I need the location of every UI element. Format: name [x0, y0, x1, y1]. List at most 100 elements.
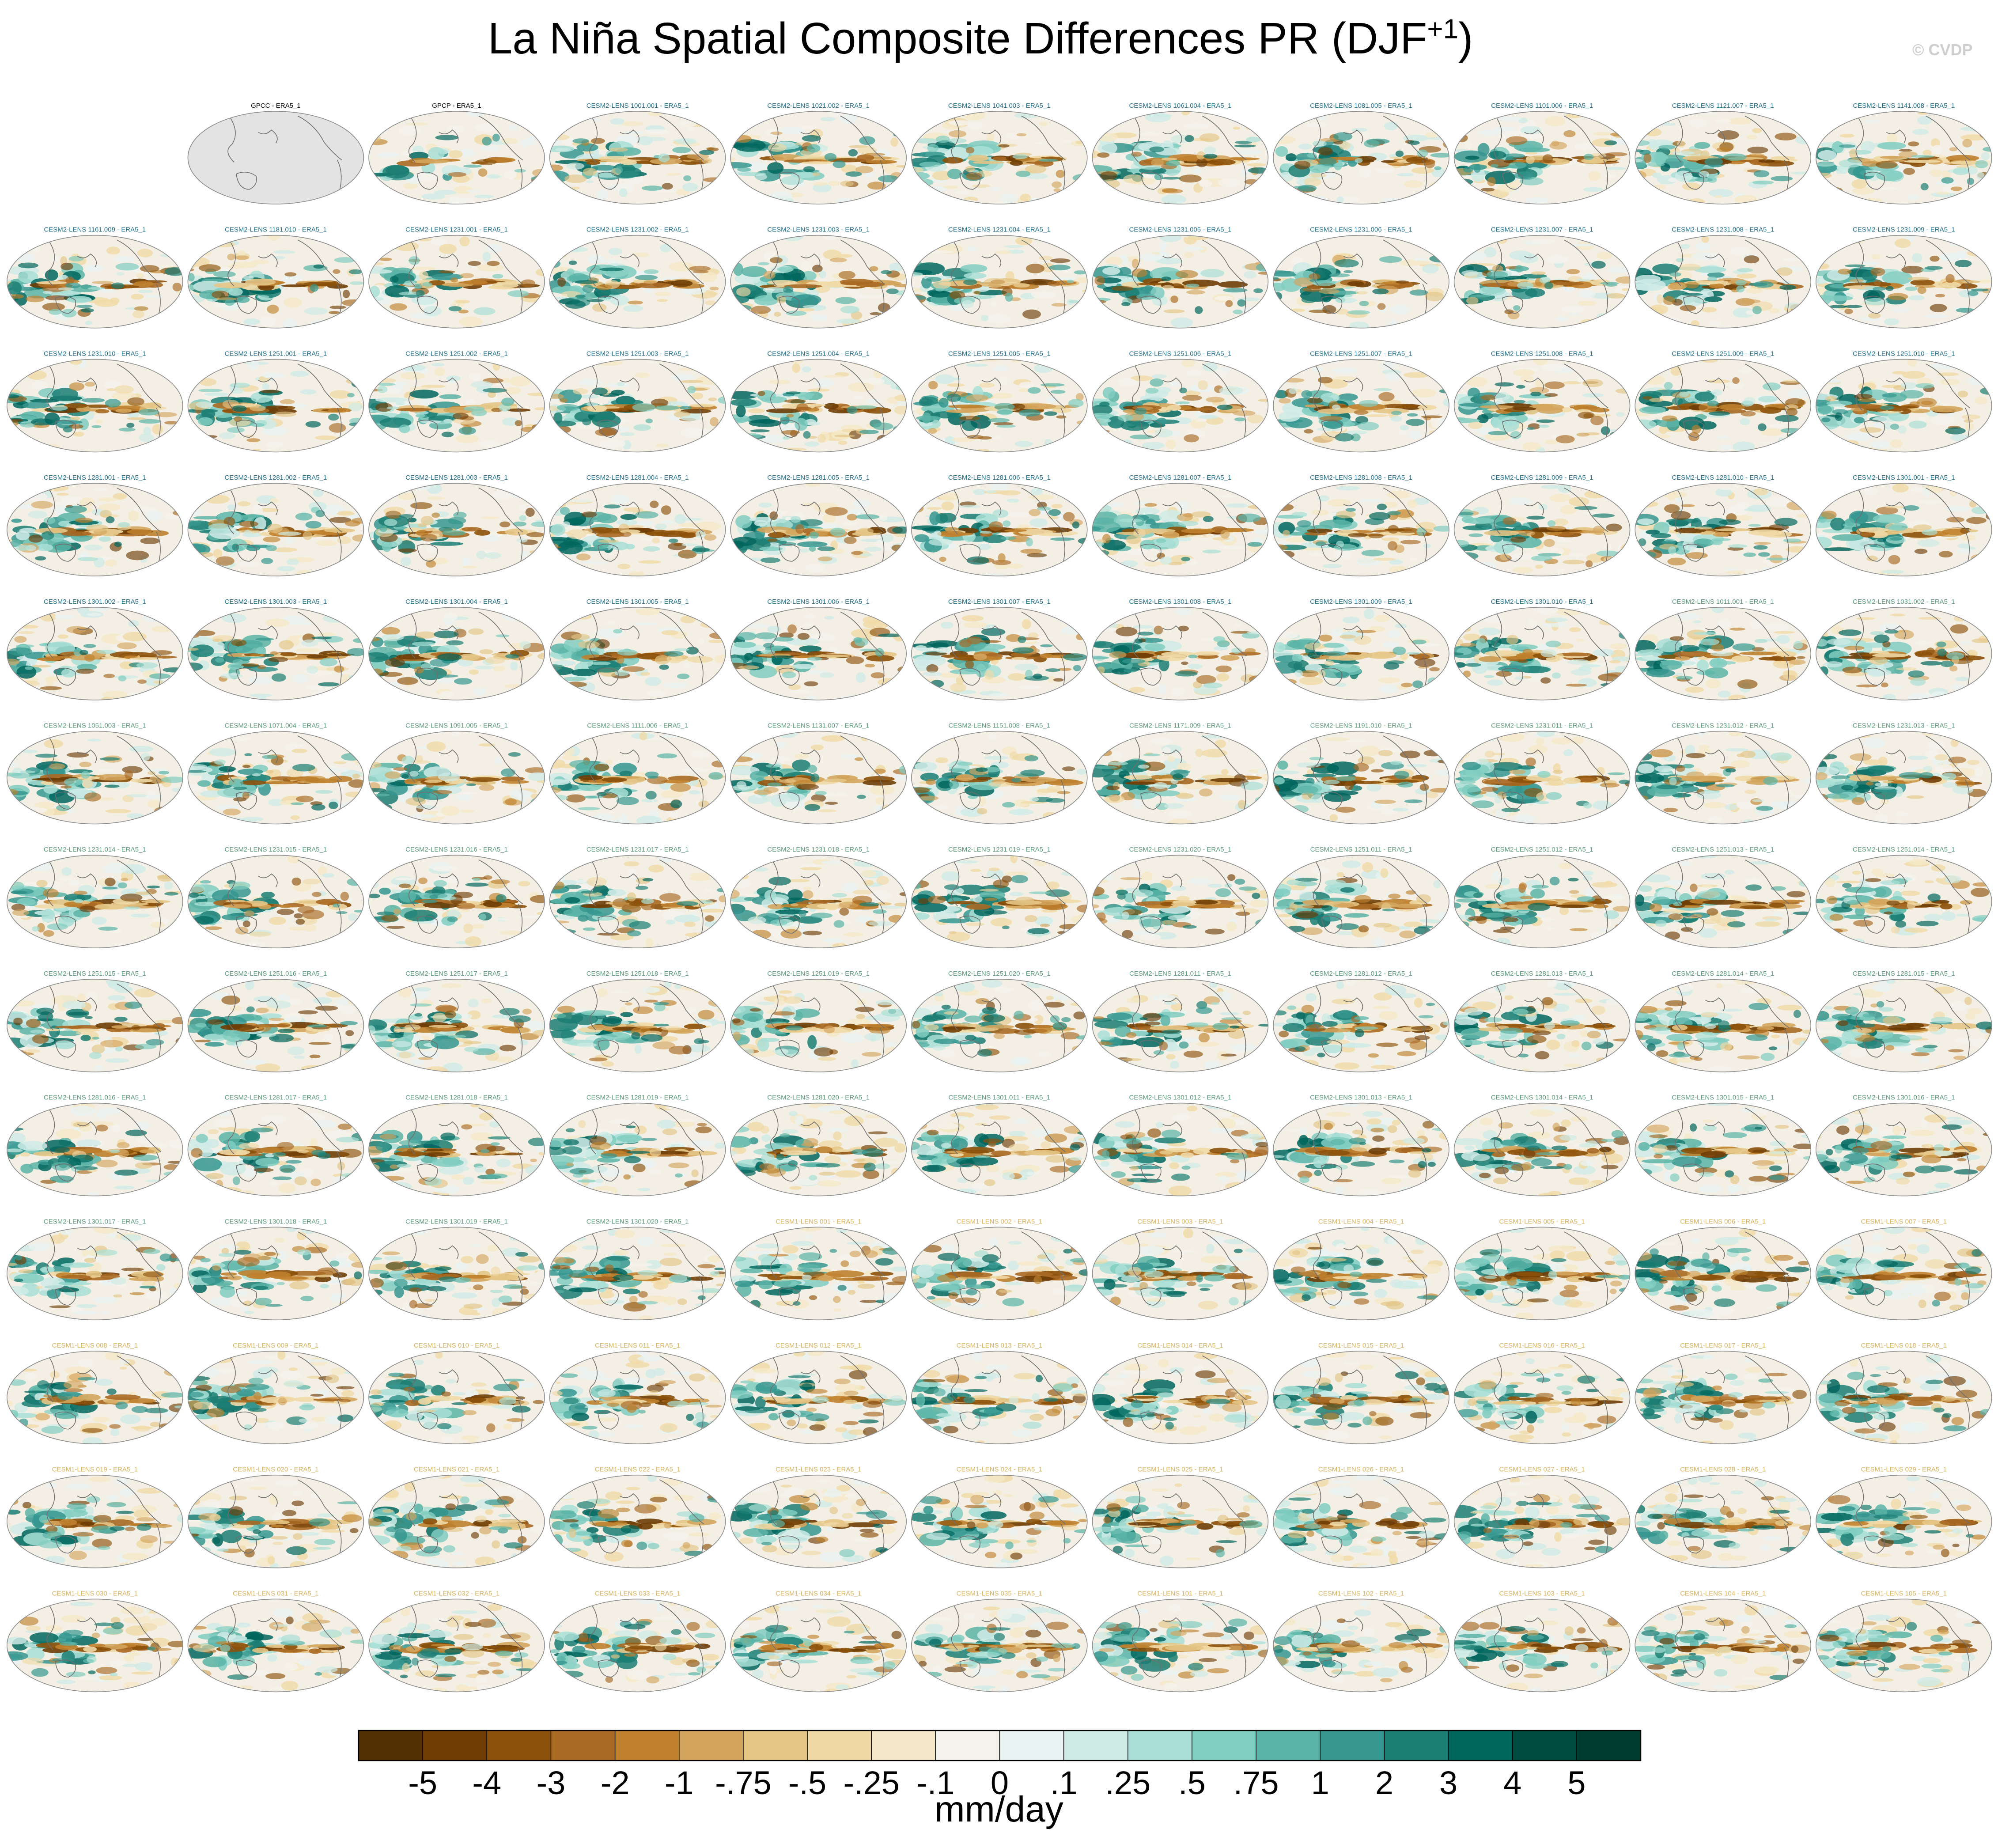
coastline: [478, 611, 523, 656]
map-panel-label: CESM2-LENS 1281.007 - ERA5_1: [1129, 474, 1232, 481]
coastline: [235, 1411, 257, 1430]
map-panel-label: CESM1-LENS 023 - ERA5_1: [776, 1466, 861, 1473]
coastline: [1926, 1603, 1971, 1648]
coastline: [778, 171, 800, 190]
coastline: [981, 1245, 1002, 1259]
coastline: [959, 1411, 980, 1430]
map-border: [1092, 1598, 1269, 1693]
coastline: [1563, 487, 1608, 533]
coastline: [156, 1647, 161, 1679]
map-panel: CESM2-LENS 1251.016 - ERA5_1: [187, 970, 364, 1072]
map-panel: CESM2-LENS 1281.013 - ERA5_1: [1453, 970, 1631, 1072]
map-border: [549, 731, 726, 825]
map-panel-label: CESM2-LENS 1231.009 - ERA5_1: [1853, 226, 1955, 234]
coastline: [620, 625, 640, 640]
coastline: [1965, 408, 1970, 439]
map-panel: CESM1-LENS 010 - ERA5_1: [368, 1342, 545, 1444]
map-panel-label: CESM2-LENS 1301.018 - ERA5_1: [225, 1218, 327, 1225]
coastline: [297, 611, 342, 656]
coastline: [46, 1105, 55, 1155]
coastline: [1383, 1231, 1428, 1276]
map-panel-label: CESM2-LENS 1011.001 - ERA5_1: [1672, 598, 1774, 606]
coastline: [1060, 1151, 1065, 1183]
coastline: [981, 1617, 1002, 1632]
coastline: [117, 487, 162, 533]
map-panel-label: CESM2-LENS 1151.008 - ERA5_1: [948, 722, 1050, 730]
map-border: [1092, 607, 1269, 701]
map-panel: CESM1-LENS 023 - ERA5_1: [730, 1466, 907, 1568]
coastline: [1422, 780, 1427, 811]
coastline: [659, 1479, 704, 1524]
map-panel-label: CESM1-LENS 032 - ERA5_1: [414, 1590, 500, 1597]
coastline: [1886, 253, 1906, 268]
coastline: [235, 1039, 257, 1058]
coastline: [1524, 625, 1544, 640]
coastline: [297, 1479, 342, 1524]
map-panel: CESM2-LENS 1061.004 - ERA5_1: [1092, 102, 1269, 204]
map-border: [1092, 1102, 1269, 1197]
coastline: [778, 1039, 800, 1058]
coastline: [598, 1163, 619, 1182]
coastline: [1502, 1535, 1523, 1554]
precip-field: [1273, 1599, 1449, 1688]
coastline: [1383, 364, 1428, 409]
map-border: [1092, 483, 1269, 576]
coastline: [156, 1523, 161, 1555]
map-border: [1092, 235, 1269, 329]
map-panel-label: CESM1-LENS 025 - ERA5_1: [1137, 1466, 1223, 1473]
map-panel-label: CESM1-LENS 101 - ERA5_1: [1137, 1590, 1223, 1597]
map-panel: CESM2-LENS 1281.014 - ERA5_1: [1635, 970, 1811, 1072]
coastline: [950, 857, 960, 907]
coastline: [55, 667, 76, 686]
coastline: [1926, 983, 1971, 1029]
map-panel-label: CESM2-LENS 1231.002 - ERA5_1: [587, 226, 689, 234]
map-border: [911, 235, 1088, 329]
map-panel: CESM2-LENS 1301.018 - ERA5_1: [187, 1218, 364, 1321]
map-panel: CESM1-LENS 105 - ERA5_1: [1815, 1590, 1992, 1693]
precip-field: [369, 1351, 545, 1444]
map-border: [549, 1227, 726, 1321]
coastline: [1705, 1121, 1725, 1136]
map-panel: CESM2-LENS 1301.015 - ERA5_1: [1635, 1094, 1811, 1197]
map-border: [7, 1102, 183, 1197]
map-panel: CESM2-LENS 1251.015 - ERA5_1: [7, 970, 183, 1072]
colorbar-swatch: [1192, 1731, 1256, 1761]
coastline: [1674, 857, 1683, 907]
map-panel-label: CESM1-LENS 012 - ERA5_1: [776, 1342, 861, 1349]
map-border: [1815, 979, 1992, 1072]
colorbar-swatch: [1512, 1731, 1577, 1761]
precip-field: [1092, 484, 1268, 572]
coastline: [297, 115, 342, 161]
coastline: [620, 377, 640, 392]
map-border: [1635, 483, 1811, 576]
map-border: [1453, 483, 1631, 576]
precip-field: [1092, 979, 1268, 1071]
map-border: [911, 855, 1088, 948]
map-panel-label: CESM2-LENS 1191.010 - ERA5_1: [1310, 722, 1412, 730]
coastline: [598, 1411, 619, 1430]
coastline: [235, 1535, 257, 1554]
coastline: [416, 420, 438, 438]
map-border: [549, 359, 726, 453]
map-panel-label: CESM2-LENS 1251.011 - ERA5_1: [1310, 846, 1412, 853]
coastline: [1864, 1659, 1885, 1678]
coastline: [1855, 857, 1864, 907]
coastline: [800, 1369, 821, 1383]
coastline: [416, 1288, 438, 1306]
coastline: [1422, 1399, 1427, 1431]
map-panel: CESM2-LENS 1231.020 - ERA5_1: [1092, 846, 1269, 948]
coastline: [1864, 171, 1885, 190]
coastline: [1383, 239, 1428, 284]
coastline: [959, 544, 980, 562]
coastline: [1502, 791, 1523, 810]
coastline: [227, 1105, 236, 1155]
coastline: [478, 239, 523, 284]
map-border: [1815, 359, 1992, 453]
map-panel-label: CESM2-LENS 1301.009 - ERA5_1: [1310, 598, 1412, 606]
coastline: [699, 780, 704, 811]
coastline: [297, 1107, 342, 1152]
map-panel: CESM2-LENS 1301.010 - ERA5_1: [1453, 598, 1631, 701]
map-border: [549, 1598, 726, 1693]
coastline: [1855, 485, 1864, 534]
coastline: [1603, 1647, 1608, 1679]
